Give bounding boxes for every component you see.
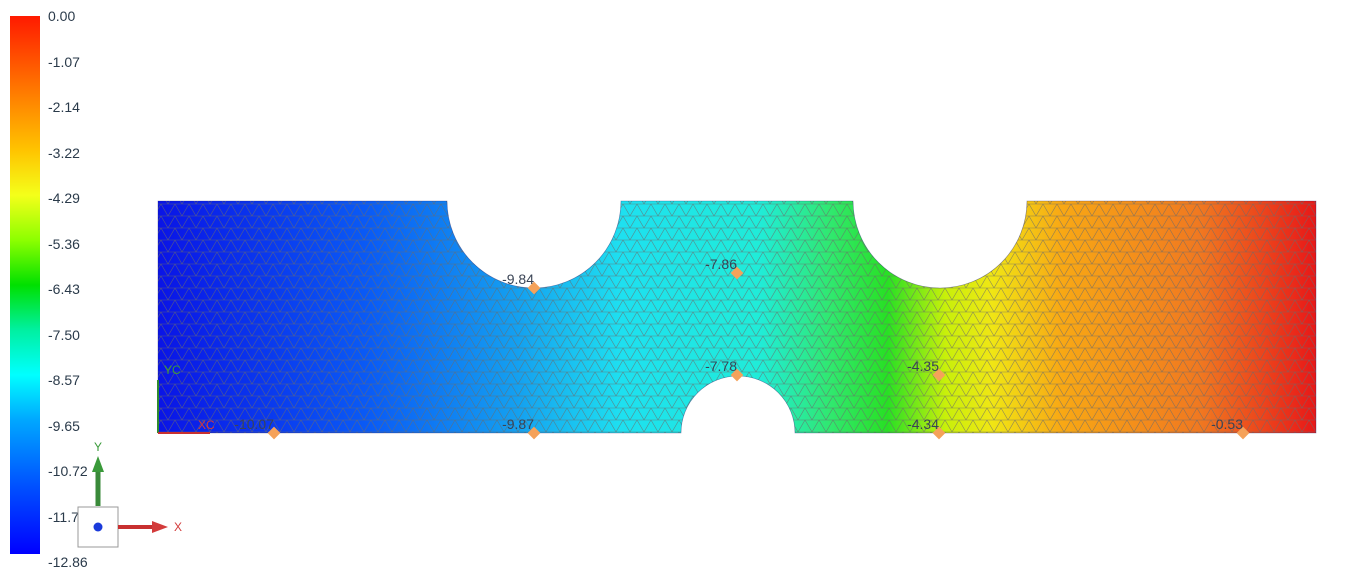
probe-value-label: -0.53 — [1211, 416, 1243, 432]
legend-label: -7.50 — [48, 326, 80, 343]
probe-value-label: -4.35 — [907, 358, 939, 374]
triad-x-label: X — [174, 520, 182, 534]
legend-label: -6.43 — [48, 281, 80, 297]
probe-value-label: -9.84 — [502, 271, 534, 287]
view-orientation-triad[interactable]: Y X — [77, 440, 182, 548]
origin-x-label: XC — [198, 418, 215, 432]
legend-label: -2.14 — [48, 99, 80, 115]
probe-value-label: -7.78 — [705, 358, 737, 374]
part-outline — [157, 200, 1317, 434]
legend-label: -1.07 — [48, 53, 80, 70]
probe-value-label: -10.07 — [234, 416, 274, 432]
probe-value-label: -7.86 — [705, 256, 737, 272]
legend-label: -3.22 — [48, 144, 80, 161]
legend-label: -8.57 — [48, 372, 80, 388]
origin-y-label: YC — [164, 363, 181, 377]
legend-label: -12.86 — [48, 554, 88, 570]
probe-value-label: -9.87 — [502, 416, 534, 432]
origin-coordinate-triad: YC XC — [157, 363, 215, 434]
z-axis-icon — [93, 522, 103, 532]
probe-value-label: -4.34 — [907, 416, 939, 432]
color-legend-bar — [10, 16, 40, 554]
legend-label: -4.29 — [48, 190, 80, 206]
triad-y-label: Y — [94, 440, 102, 454]
fem-part[interactable] — [157, 200, 1317, 434]
legend-label: -9.65 — [48, 417, 80, 434]
legend-label: -11.79 — [48, 508, 87, 525]
legend-label: 0.00 — [48, 8, 76, 24]
legend-label: -5.36 — [48, 235, 80, 252]
mesh-overlay — [158, 201, 1316, 433]
probe-marker[interactable] — [267, 426, 281, 440]
legend-label: -10.72 — [48, 463, 88, 479]
